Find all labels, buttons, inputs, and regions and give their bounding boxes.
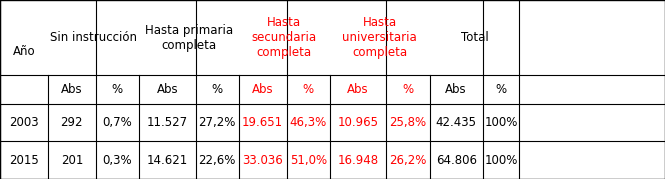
Text: Abs: Abs (446, 83, 467, 96)
Text: Año: Año (13, 45, 35, 58)
Text: 292: 292 (61, 116, 83, 129)
Text: 16.948: 16.948 (338, 154, 378, 167)
Text: 10.965: 10.965 (338, 116, 378, 129)
Text: 100%: 100% (484, 116, 518, 129)
Text: Abs: Abs (347, 83, 369, 96)
Text: 46,3%: 46,3% (289, 116, 327, 129)
Text: Total: Total (461, 31, 488, 44)
Text: %: % (112, 83, 123, 96)
Text: Sin instrucción: Sin instrucción (50, 31, 137, 44)
Text: Abs: Abs (252, 83, 273, 96)
Text: 100%: 100% (484, 154, 518, 167)
Text: Hasta primaria
completa: Hasta primaria completa (145, 24, 233, 52)
Text: 201: 201 (61, 154, 83, 167)
Text: 64.806: 64.806 (436, 154, 477, 167)
Text: 2015: 2015 (9, 154, 39, 167)
Text: 14.621: 14.621 (146, 154, 188, 167)
Text: 11.527: 11.527 (147, 116, 188, 129)
Text: Hasta
universitaria
completa: Hasta universitaria completa (342, 16, 417, 59)
Text: 42.435: 42.435 (436, 116, 477, 129)
Text: %: % (303, 83, 314, 96)
Text: %: % (402, 83, 414, 96)
Text: 0,7%: 0,7% (102, 116, 132, 129)
Text: 19.651: 19.651 (242, 116, 283, 129)
Text: Abs: Abs (61, 83, 82, 96)
Text: 26,2%: 26,2% (389, 154, 427, 167)
Text: 27,2%: 27,2% (198, 116, 236, 129)
Text: 33.036: 33.036 (242, 154, 283, 167)
Text: %: % (211, 83, 223, 96)
Text: 25,8%: 25,8% (390, 116, 426, 129)
Text: %: % (495, 83, 507, 96)
Text: 2003: 2003 (9, 116, 39, 129)
Text: Abs: Abs (156, 83, 178, 96)
Text: Hasta
secundaria
completa: Hasta secundaria completa (252, 16, 317, 59)
Text: 22,6%: 22,6% (198, 154, 236, 167)
Text: 0,3%: 0,3% (102, 154, 132, 167)
Text: 51,0%: 51,0% (290, 154, 327, 167)
